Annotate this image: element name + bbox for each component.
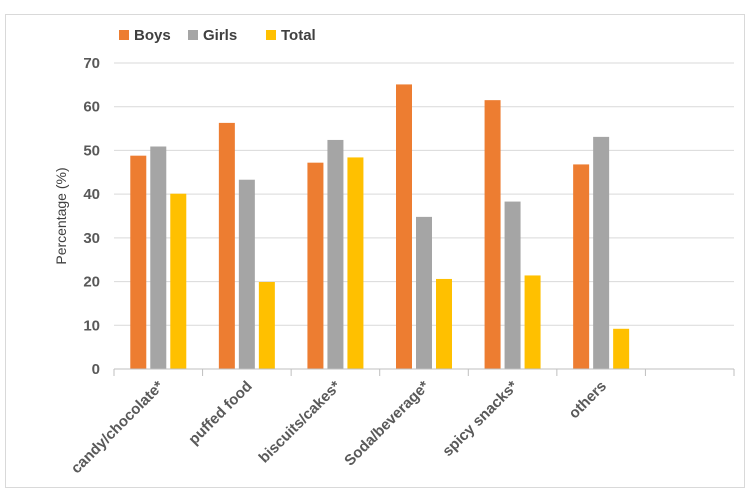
legend: Boys Girls Total xyxy=(119,27,316,44)
bar-total xyxy=(436,278,452,369)
bar-total xyxy=(170,193,187,369)
legend-swatch-boys xyxy=(119,30,129,40)
y-tick-label: 70 xyxy=(83,55,100,72)
x-tick-label: biscuits/cakes* xyxy=(256,378,345,467)
bar-boys xyxy=(484,100,501,370)
y-tick-label: 20 xyxy=(83,274,100,291)
bar-total xyxy=(258,282,275,369)
y-tick-label: 60 xyxy=(83,99,100,116)
bar-girls xyxy=(593,136,610,369)
bar-girls xyxy=(150,146,167,369)
x-tick-label: spicy snacks* xyxy=(439,378,521,460)
x-tick-labels: candy/chocolate* puffed food biscuits/cake… xyxy=(68,378,610,477)
bar-total xyxy=(347,157,364,369)
x-tick-label: Soda/beverage* xyxy=(341,378,433,470)
y-tick-label: 0 xyxy=(92,361,100,378)
bar-boys xyxy=(218,122,235,369)
bar-girls xyxy=(238,179,255,369)
bar-boys xyxy=(307,162,324,369)
y-tick-label: 30 xyxy=(83,230,100,247)
x-tick-label: candy/chocolate* xyxy=(68,378,167,477)
bar-boys xyxy=(130,155,147,369)
x-tick-label: others xyxy=(566,378,610,422)
legend-label-boys: Boys xyxy=(134,27,171,44)
legend-swatch-girls xyxy=(188,30,198,40)
y-tick-labels: 0 10 20 30 40 50 60 70 xyxy=(83,55,100,378)
bar-total xyxy=(524,275,541,369)
y-axis-title: Percentage (%) xyxy=(53,167,69,264)
bar-girls xyxy=(504,201,521,369)
gridlines xyxy=(114,62,734,326)
legend-swatch-total xyxy=(266,30,276,40)
axes xyxy=(113,368,735,376)
legend-label-girls: Girls xyxy=(203,27,237,44)
y-tick-label: 40 xyxy=(83,186,100,203)
bar-boys xyxy=(573,164,590,369)
x-tick-label: puffed food xyxy=(185,378,255,448)
bar-girls xyxy=(416,216,432,369)
bar-boys xyxy=(396,84,412,370)
bar-girls xyxy=(327,139,344,369)
y-tick-label: 10 xyxy=(83,317,100,334)
y-tick-label: 50 xyxy=(83,142,100,159)
bars xyxy=(130,84,630,370)
chart-frame xyxy=(5,14,745,488)
legend-label-total: Total xyxy=(281,27,316,44)
bar-total xyxy=(613,328,630,369)
